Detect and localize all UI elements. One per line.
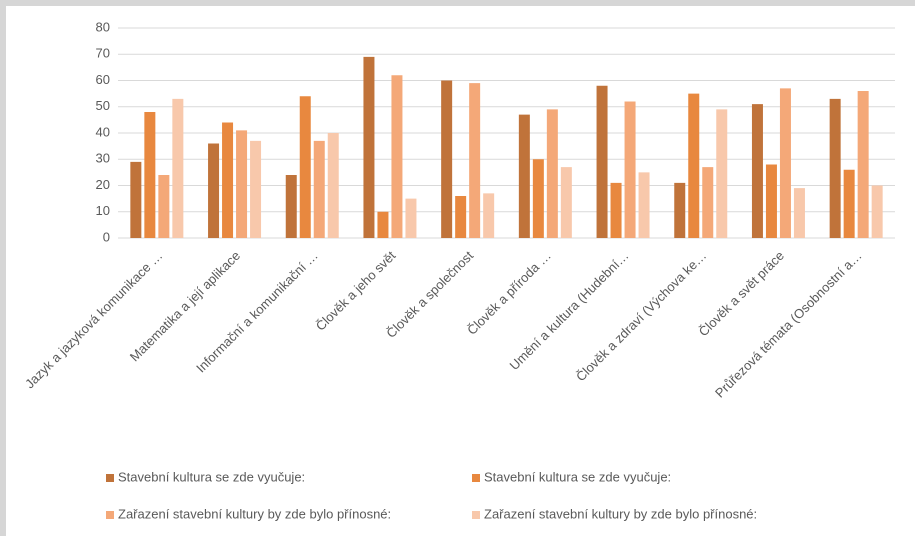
legend-label: Zařazení stavební kultury by zde bylo př… bbox=[484, 506, 757, 521]
bar bbox=[455, 196, 467, 238]
bar bbox=[236, 130, 248, 238]
legend-swatch bbox=[472, 474, 480, 482]
bar bbox=[793, 188, 805, 238]
bar bbox=[610, 182, 622, 238]
bar bbox=[441, 80, 453, 238]
bar bbox=[405, 198, 417, 238]
bar bbox=[779, 88, 791, 238]
bar bbox=[172, 98, 184, 238]
bar bbox=[483, 193, 495, 238]
legend-swatch bbox=[472, 511, 480, 519]
bar bbox=[391, 75, 403, 238]
bar bbox=[716, 109, 728, 238]
y-tick-label: 50 bbox=[96, 98, 110, 113]
y-tick-label: 60 bbox=[96, 72, 110, 87]
legend-swatch bbox=[106, 511, 114, 519]
legend-label: Stavební kultura se zde vyučuje: bbox=[118, 469, 305, 484]
bar bbox=[299, 96, 311, 238]
legend-swatch bbox=[106, 474, 114, 482]
bar bbox=[624, 101, 636, 238]
bar bbox=[144, 112, 156, 238]
bar bbox=[871, 185, 883, 238]
y-tick-label: 20 bbox=[96, 177, 110, 192]
bar bbox=[130, 161, 142, 238]
bar bbox=[674, 182, 686, 238]
bar bbox=[158, 175, 170, 238]
bar bbox=[829, 98, 841, 238]
bar bbox=[638, 172, 650, 238]
y-tick-label: 40 bbox=[96, 124, 110, 139]
legend-label: Stavební kultura se zde vyučuje: bbox=[484, 469, 671, 484]
bar bbox=[560, 167, 572, 238]
bar bbox=[532, 159, 544, 238]
bar bbox=[688, 93, 700, 238]
y-tick-label: 70 bbox=[96, 46, 110, 61]
bar bbox=[857, 91, 869, 238]
bar bbox=[751, 104, 763, 238]
bar bbox=[765, 164, 777, 238]
bar bbox=[250, 140, 262, 238]
chart-panel bbox=[6, 6, 915, 536]
y-tick-label: 0 bbox=[103, 229, 110, 244]
bar bbox=[377, 211, 389, 238]
bar bbox=[313, 140, 325, 238]
bar bbox=[363, 56, 375, 238]
bar bbox=[285, 175, 297, 238]
y-tick-label: 80 bbox=[96, 19, 110, 34]
bar bbox=[327, 133, 339, 238]
y-tick-label: 10 bbox=[96, 203, 110, 218]
bar bbox=[208, 143, 220, 238]
bar bbox=[843, 169, 855, 238]
bar bbox=[222, 122, 234, 238]
bar bbox=[596, 85, 608, 238]
legend-label: Zařazení stavební kultury by zde bylo př… bbox=[118, 506, 391, 521]
bar bbox=[702, 167, 714, 238]
y-tick-label: 30 bbox=[96, 151, 110, 166]
bar bbox=[518, 114, 530, 238]
bar bbox=[546, 109, 558, 238]
bar bbox=[469, 83, 481, 238]
